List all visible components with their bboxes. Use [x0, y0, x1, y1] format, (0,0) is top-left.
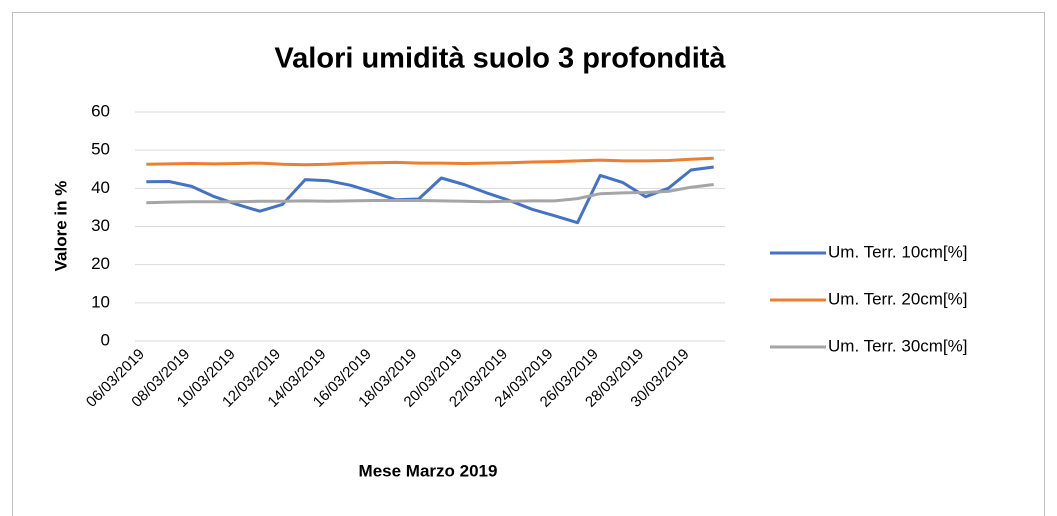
chart-title: Valori umidità suolo 3 profondità	[274, 43, 726, 75]
y-tick-label: 10	[91, 292, 110, 311]
y-tick-label: 30	[91, 216, 110, 235]
y-axis-label: Valore in %	[51, 181, 70, 272]
series-line	[146, 156, 714, 167]
x-axis-label: Mese Marzo 2019	[359, 461, 498, 480]
series-line	[146, 183, 714, 205]
series-line	[146, 165, 714, 225]
y-tick-label: 0	[101, 330, 110, 349]
legend-label: Um. Terr. 30cm[%]	[828, 336, 968, 355]
legend-label: Um. Terr. 10cm[%]	[828, 242, 968, 261]
legend-label: Um. Terr. 20cm[%]	[828, 289, 968, 308]
y-tick-label: 40	[91, 178, 110, 197]
y-tick-label: 50	[91, 140, 110, 159]
y-tick-label: 20	[91, 254, 110, 273]
y-tick-label: 60	[91, 101, 110, 120]
